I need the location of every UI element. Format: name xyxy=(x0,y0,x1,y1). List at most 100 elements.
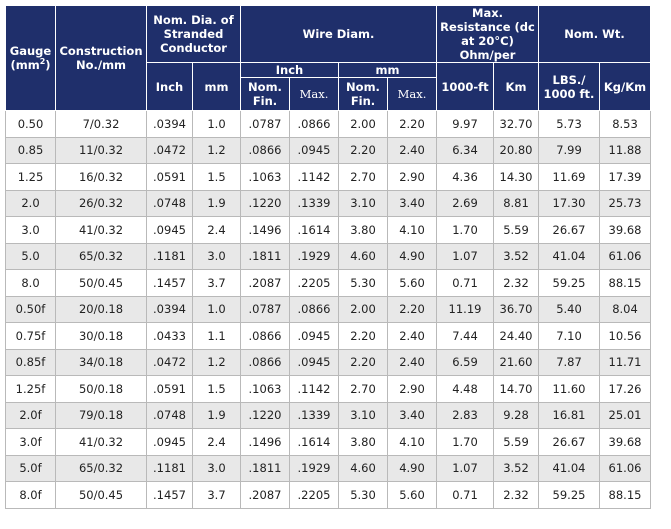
cell-resistance-km: 8.81 xyxy=(493,189,539,217)
cell-resistance-km: 3.52 xyxy=(493,454,539,482)
cell-resistance-km: 32.70 xyxy=(493,110,539,138)
cell-weight-lbs-1000ft: 26.67 xyxy=(538,428,600,456)
cell-nom-dia-mm: 3.0 xyxy=(192,242,241,270)
header-wire-mm: mm xyxy=(338,62,437,78)
table-row: 5.0f 65/0.32.1181 3.0.1811.1929 4.60 4.90 1.0… xyxy=(5,454,651,482)
cell-weight-lbs-1000ft: 5.73 xyxy=(538,110,600,138)
cell-wire-mm-max: 3.40 xyxy=(387,189,437,217)
cell-wire-mm-max: 2.90 xyxy=(387,375,437,403)
cell-resistance-1000ft: 0.71 xyxy=(436,269,494,297)
cell-resistance-1000ft: 11.19 xyxy=(436,295,494,323)
cell-wire-mm-max: 2.40 xyxy=(387,322,437,350)
cell-nom-dia-mm: 1.2 xyxy=(192,348,241,376)
table-row: 0.85 11/0.32.0472 1.2.0866.0945 2.20 2.40 6.3… xyxy=(5,136,651,164)
cell-gauge: 1.25f xyxy=(5,375,56,403)
cell-resistance-km: 2.32 xyxy=(493,269,539,297)
table-row: 0.75f 30/0.18.0433 1.1.0866.0945 2.20 2.40 7.… xyxy=(5,322,651,350)
cell-nom-dia-inch: .0591 xyxy=(146,163,193,191)
cell-resistance-1000ft: 9.97 xyxy=(436,110,494,138)
cell-gauge: 2.0 xyxy=(5,189,56,217)
cell-nom-dia-inch: .0591 xyxy=(146,375,193,403)
cell-wire-mm-max: 4.90 xyxy=(387,454,437,482)
cell-wire-inch-nom-fin: .1811 xyxy=(240,454,290,482)
cell-resistance-1000ft: 2.69 xyxy=(436,189,494,217)
cell-wire-inch-nom-fin: .0866 xyxy=(240,348,290,376)
cell-resistance-1000ft: 6.34 xyxy=(436,136,494,164)
cell-wire-inch-nom-fin: .0866 xyxy=(240,136,290,164)
cell-wire-inch-max: .2205 xyxy=(289,269,339,297)
cell-weight-lbs-1000ft: 16.81 xyxy=(538,401,600,429)
cell-wire-inch-max: .2205 xyxy=(289,481,339,509)
cell-resistance-1000ft: 6.59 xyxy=(436,348,494,376)
cell-wire-inch-nom-fin: .1811 xyxy=(240,242,290,270)
cell-nom-dia-inch: .1181 xyxy=(146,242,193,270)
cell-weight-kg-km: 17.26 xyxy=(599,375,651,403)
cell-wire-inch-nom-fin: .2087 xyxy=(240,269,290,297)
table-row: 8.0 50/0.45.1457 3.7.2087.2205 5.30 5.60 0.71… xyxy=(5,269,651,297)
cell-weight-kg-km: 10.56 xyxy=(599,322,651,350)
cell-wire-mm-max: 2.20 xyxy=(387,295,437,323)
table-row: 0.50 7/0.32.0394 1.0.0787.0866 2.00 2.20 9.97… xyxy=(5,110,651,138)
cell-wire-mm-nom-fin: 2.20 xyxy=(338,348,388,376)
cell-weight-lbs-1000ft: 11.60 xyxy=(538,375,600,403)
cell-wire-inch-nom-fin: .1220 xyxy=(240,401,290,429)
cell-weight-lbs-1000ft: 7.99 xyxy=(538,136,600,164)
header-nom-dia: Nom. Dia. of Stranded Conductor xyxy=(146,5,241,63)
cell-resistance-1000ft: 1.70 xyxy=(436,428,494,456)
cell-resistance-km: 36.70 xyxy=(493,295,539,323)
cell-resistance-km: 3.52 xyxy=(493,242,539,270)
cell-resistance-1000ft: 4.36 xyxy=(436,163,494,191)
cell-wire-inch-nom-fin: .2087 xyxy=(240,481,290,509)
cell-wire-mm-max: 4.90 xyxy=(387,242,437,270)
cell-gauge: 0.50f xyxy=(5,295,56,323)
cell-weight-kg-km: 8.53 xyxy=(599,110,651,138)
cell-gauge: 3.0 xyxy=(5,216,56,244)
cell-wire-mm-max: 5.60 xyxy=(387,481,437,509)
cell-nom-dia-mm: 1.0 xyxy=(192,110,241,138)
cell-gauge: 8.0 xyxy=(5,269,56,297)
cell-weight-kg-km: 11.71 xyxy=(599,348,651,376)
cell-resistance-1000ft: 4.48 xyxy=(436,375,494,403)
cell-construction: 79/0.18 xyxy=(55,401,147,429)
cell-resistance-km: 5.59 xyxy=(493,428,539,456)
cell-resistance-km: 20.80 xyxy=(493,136,539,164)
cell-nom-dia-inch: .1457 xyxy=(146,481,193,509)
cell-weight-lbs-1000ft: 7.87 xyxy=(538,348,600,376)
cell-wire-inch-nom-fin: .0866 xyxy=(240,322,290,350)
cell-weight-lbs-1000ft: 7.10 xyxy=(538,322,600,350)
cell-wire-inch-nom-fin: .1063 xyxy=(240,375,290,403)
cell-weight-lbs-1000ft: 41.04 xyxy=(538,242,600,270)
cell-wire-mm-nom-fin: 5.30 xyxy=(338,481,388,509)
cell-wire-mm-nom-fin: 3.80 xyxy=(338,216,388,244)
cell-weight-kg-km: 11.88 xyxy=(599,136,651,164)
cell-construction: 16/0.32 xyxy=(55,163,147,191)
cell-weight-lbs-1000ft: 17.30 xyxy=(538,189,600,217)
cell-nom-dia-mm: 3.7 xyxy=(192,269,241,297)
cell-nom-dia-mm: 1.9 xyxy=(192,401,241,429)
cell-weight-kg-km: 17.39 xyxy=(599,163,651,191)
cell-nom-dia-mm: 1.0 xyxy=(192,295,241,323)
cell-wire-inch-nom-fin: .0787 xyxy=(240,110,290,138)
header-km: Km xyxy=(493,62,539,111)
cell-resistance-1000ft: 1.07 xyxy=(436,454,494,482)
cell-nom-dia-inch: .0394 xyxy=(146,110,193,138)
cell-weight-kg-km: 88.15 xyxy=(599,481,651,509)
wire-spec-table: Gauge (mm2) Construction No./mm Nom. Dia.… xyxy=(5,5,651,509)
cell-gauge: 1.25 xyxy=(5,163,56,191)
cell-construction: 65/0.32 xyxy=(55,242,147,270)
cell-wire-inch-nom-fin: .1496 xyxy=(240,216,290,244)
cell-resistance-km: 14.70 xyxy=(493,375,539,403)
cell-nom-dia-mm: 1.9 xyxy=(192,189,241,217)
table-row: 3.0f 41/0.32.0945 2.4.1496.1614 3.80 4.10 1.7… xyxy=(5,428,651,456)
header-nom-wt: Nom. Wt. xyxy=(538,5,651,63)
cell-weight-kg-km: 25.73 xyxy=(599,189,651,217)
cell-gauge: 0.75f xyxy=(5,322,56,350)
cell-nom-dia-inch: .0748 xyxy=(146,189,193,217)
table-row: 3.0 41/0.32.0945 2.4.1496.1614 3.80 4.10 1.70… xyxy=(5,216,651,244)
cell-wire-inch-nom-fin: .1220 xyxy=(240,189,290,217)
header-1000ft: 1000-ft xyxy=(436,62,494,111)
header-nom-dia-mm: mm xyxy=(192,62,241,111)
cell-wire-mm-nom-fin: 2.20 xyxy=(338,322,388,350)
table-row: 0.85f 34/0.18.0472 1.2.0866.0945 2.20 2.40 6.… xyxy=(5,348,651,376)
cell-weight-kg-km: 25.01 xyxy=(599,401,651,429)
